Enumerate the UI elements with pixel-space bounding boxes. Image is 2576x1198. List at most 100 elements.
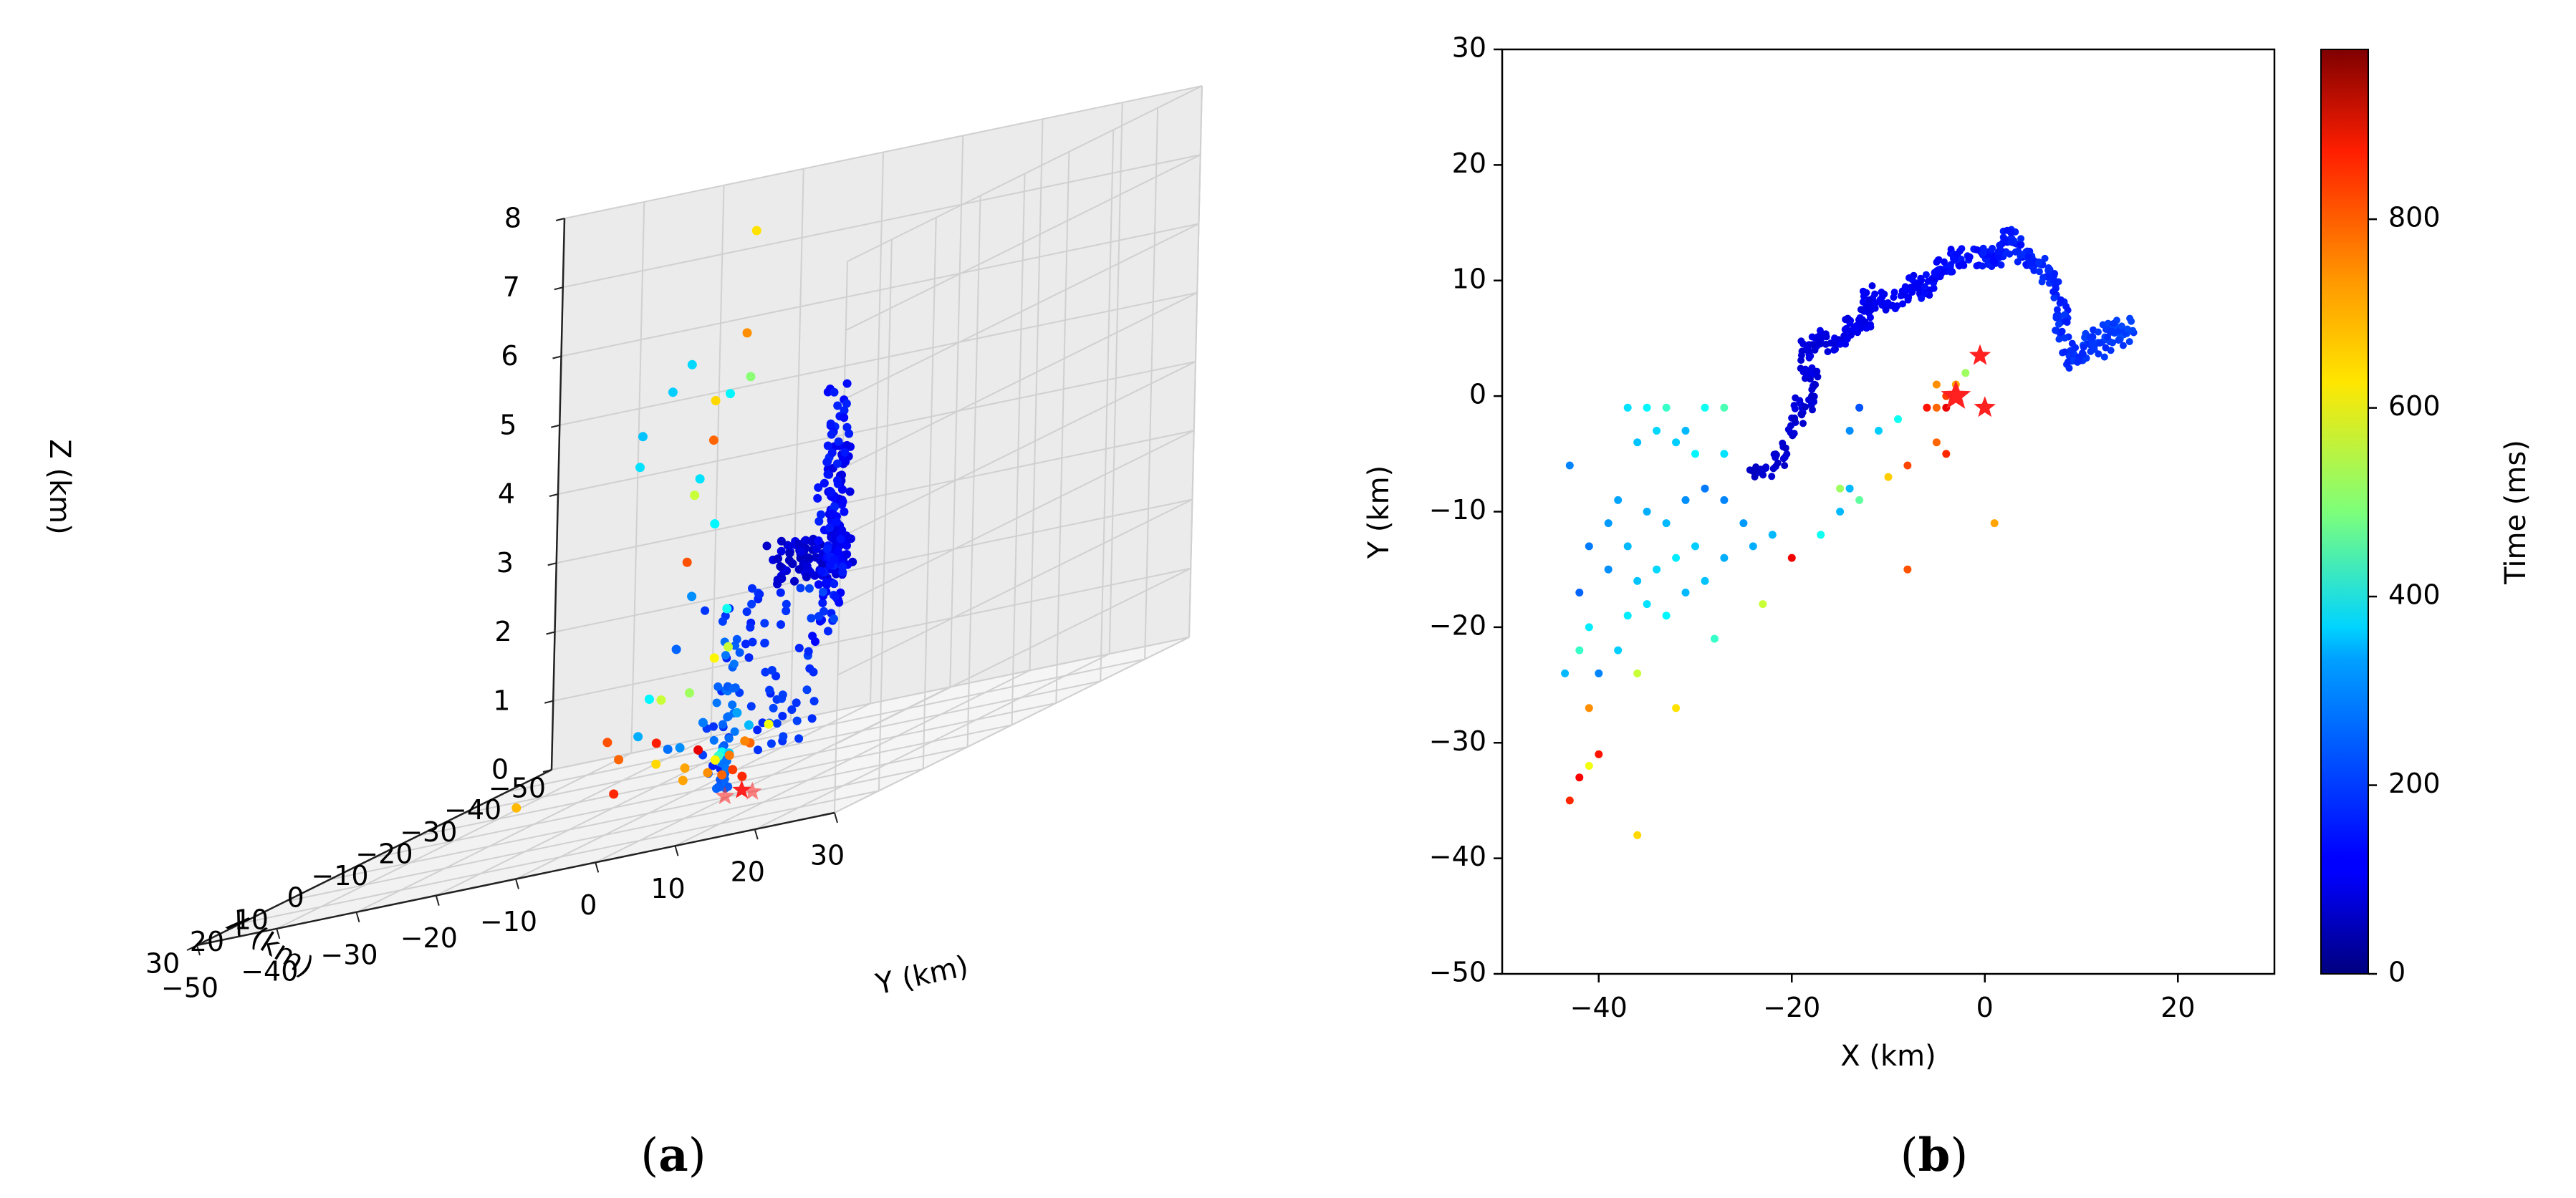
panel-a-data-point (777, 546, 786, 556)
panel-b-data-point (1623, 403, 1632, 412)
panel-a-data-point (728, 765, 738, 775)
panel-b-data-point (1798, 411, 1806, 419)
panel-a-data-point (718, 617, 727, 626)
panel-a-data-point (602, 738, 612, 748)
panel-b-data-point (1878, 294, 1886, 301)
panel-b-data-point (2000, 236, 2008, 244)
panel-a-data-point (840, 448, 850, 457)
panel-a-data-point (792, 716, 802, 725)
panel-b-data-point (1791, 415, 1799, 423)
panel-b-data-point (1808, 333, 1816, 341)
panel-a-z-tick-label: 0 (491, 754, 509, 786)
panel-b-data-point (1867, 314, 1874, 322)
panel-a-data-point (746, 372, 756, 382)
panel-a-data-point (747, 599, 756, 609)
panel-a-data-point (709, 722, 718, 731)
panel-b-data-point (2118, 322, 2125, 330)
panel-b-y-tick-label: 10 (1452, 263, 1486, 294)
panel-b-star-marker (1974, 396, 1996, 417)
panel-a-data-point (811, 637, 820, 646)
panel-b-data-point (1633, 669, 1642, 677)
panel-a-x-tick-label: 30 (145, 948, 180, 980)
panel-b-data-point (2109, 339, 2117, 347)
panel-a-data-point (830, 502, 840, 511)
panel-b-data-point (2080, 343, 2087, 351)
panel-a-data-point (740, 736, 750, 746)
panel-a-z-tick-label: 2 (494, 616, 511, 647)
panel-b-data-point (1787, 554, 1796, 562)
panel-a-data-point (730, 727, 739, 736)
panel-a-data-point (717, 770, 727, 780)
panel-b-data-point (1662, 612, 1671, 620)
panel-b-data-point (1779, 455, 1787, 463)
panel-b-data-point (1813, 367, 1821, 375)
panel-b-star-marker (1969, 344, 1991, 365)
panel-a-data-point (842, 440, 852, 450)
panel-a-data-point (830, 614, 838, 624)
panel-a-data-point (814, 517, 824, 526)
colorbar (2320, 49, 2369, 975)
panel-b-data-point (1565, 796, 1574, 805)
panel-a-data-point (710, 519, 720, 528)
panel-b-data-point (2055, 335, 2063, 343)
panel-b-data-points (1561, 226, 2138, 839)
panel-b-data-point (1746, 466, 1754, 474)
panel-a-y-tick-label: −10 (480, 906, 537, 937)
panel-b-data-point (2035, 268, 2043, 276)
panel-a-data-point (782, 599, 791, 609)
panel-b-data-point (1819, 332, 1827, 339)
panel-b-data-point (1845, 427, 1854, 435)
panel-b-data-point (2053, 327, 2061, 335)
panel-a-data-point (746, 702, 756, 711)
panel-a-data-point (767, 666, 777, 675)
panel-b-data-point (2089, 333, 2097, 341)
panel-b-data-point (1614, 646, 1623, 654)
panel-b-data-point (2096, 339, 2104, 347)
panel-a-data-point (830, 387, 839, 397)
panel-a-data-point (678, 776, 688, 786)
panel-a-y-tick-label: 0 (580, 889, 597, 921)
panel-a-data-point (822, 458, 832, 467)
panel-a-data-point (817, 566, 826, 576)
panel-a-data-point (724, 734, 734, 743)
panel-b-data-point (2038, 278, 2046, 286)
panel-b-data-point (1865, 296, 1873, 304)
panel-b-data-point (2065, 364, 2073, 372)
panel-a-data-point (712, 698, 721, 707)
panel-b-data-point (1902, 286, 1910, 294)
panel-b-data-point (2079, 350, 2087, 358)
panel-a-data-point (824, 627, 832, 636)
panel-a-data-point (760, 638, 769, 647)
panel-b-data-point (1932, 403, 1941, 412)
panel-b-caption: (b) (1900, 1129, 1969, 1182)
panel-b-x-tick-label: 20 (2161, 992, 2195, 1023)
panel-a-y-tick-label: 10 (650, 873, 685, 904)
panel-b-data-point (2024, 253, 2032, 261)
panel-b-data-point (1857, 306, 1865, 314)
panel-b-data-point (1959, 260, 1967, 268)
panel-a-data-point (744, 720, 754, 730)
panel-a-data-point (830, 555, 839, 564)
panel-a-data-point (837, 526, 847, 535)
panel-b-data-point (1768, 531, 1777, 539)
panel-b-ticks: −40 −20 0 20 30 20 10 0 −10 −20 −30 −40 −50 (1429, 32, 2196, 1024)
panel-b-data-point (1672, 554, 1681, 562)
panel-b-data-point (1633, 831, 1642, 839)
panel-b-data-point (1916, 280, 1923, 287)
panel-a-data-point (769, 703, 778, 712)
panel-a-data-point (711, 396, 721, 405)
panel-a-data-point (638, 432, 648, 442)
panel-a-y-tick-label: −20 (400, 922, 458, 954)
panel-a-data-point (675, 743, 685, 753)
panel-b-data-point (1672, 704, 1681, 712)
panel-b-data-point (1822, 340, 1830, 348)
panel-a-data-point (845, 487, 855, 496)
panel-a-data-point (832, 517, 841, 526)
panel-a-z-tick-label: 5 (499, 409, 516, 440)
panel-a-data-point (755, 589, 764, 599)
panel-a-data-point (814, 580, 823, 589)
panel-b-data-point (1824, 348, 1832, 356)
panel-b-data-point (1863, 303, 1870, 310)
panel-b-y-tick-label: −30 (1429, 725, 1486, 757)
panel-a-data-point (751, 226, 761, 236)
